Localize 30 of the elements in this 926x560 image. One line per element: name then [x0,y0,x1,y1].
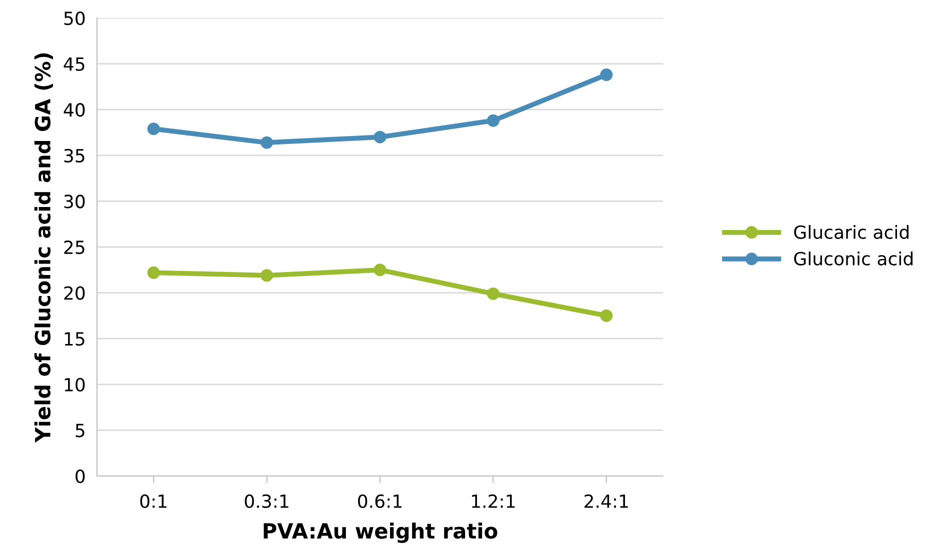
x-tick-label: 2.4:1 [584,494,628,508]
point [147,266,160,279]
y-tick-label: 35 [64,148,84,163]
y-tick-label: 20 [64,286,85,300]
point [260,136,274,149]
legend-label: Glucaric acid [794,225,909,239]
x-tick-label: 0.3:1 [244,494,288,508]
y-tick-label: 0 [76,469,85,484]
y-tick-label: 5 [76,424,84,438]
x-tick-label: 0.6:1 [358,494,402,508]
y-tick-label: 50 [64,11,85,26]
point [600,68,613,82]
y-tick-label: 45 [64,57,84,71]
point [600,309,613,322]
legend-label: Gluconic acid [794,252,913,266]
x-tick-label: 0:1 [140,494,166,508]
point [374,130,386,144]
y-tick-label: 15 [64,332,84,346]
y-tick-label: 30 [64,194,85,208]
point [486,287,500,300]
point [374,264,386,276]
point [260,269,274,282]
point [486,114,500,127]
y-tick-label: 25 [64,240,84,254]
y-tick-label: 40 [64,103,85,117]
y-axis-title: Yield of Gluconic acid and GA (%) [34,53,53,443]
point [147,122,160,136]
x-axis-title: PVA:Au weight ratio [264,522,498,543]
x-tick-label: 1.2:1 [472,494,515,508]
y-tick-label: 10 [64,378,85,392]
